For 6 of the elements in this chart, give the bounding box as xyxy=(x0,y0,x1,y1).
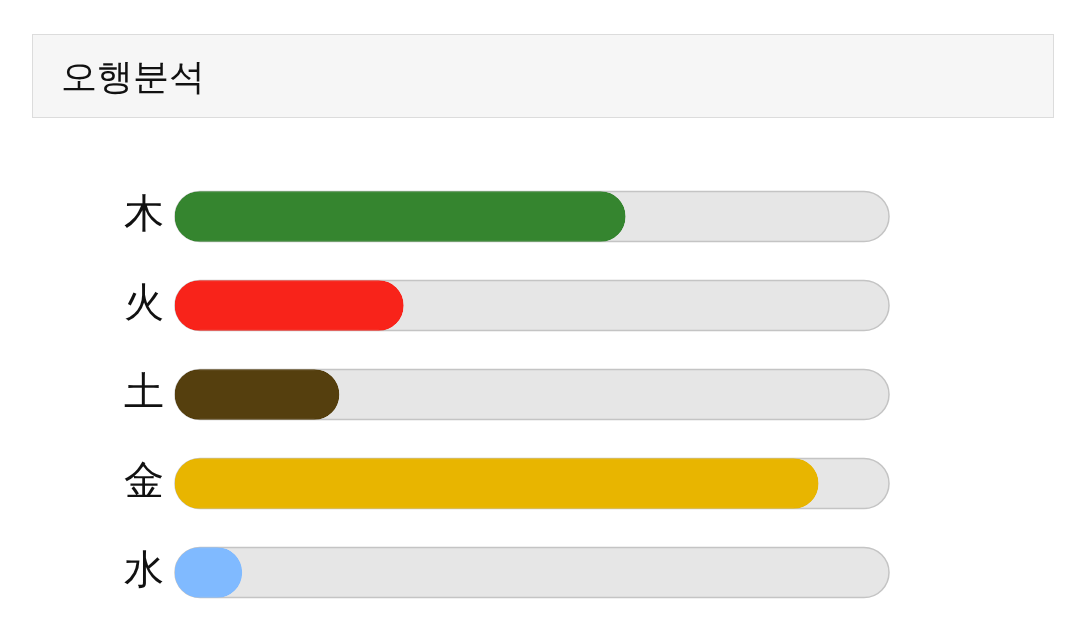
y-tick-label: 水 xyxy=(124,545,164,592)
y-tick-label: 木 xyxy=(124,189,164,236)
y-tick-label: 金 xyxy=(124,456,164,503)
chart-title: 오행분석 xyxy=(61,55,205,99)
y-tick-label: 火 xyxy=(124,278,164,325)
y-tick-label: 土 xyxy=(124,367,164,414)
